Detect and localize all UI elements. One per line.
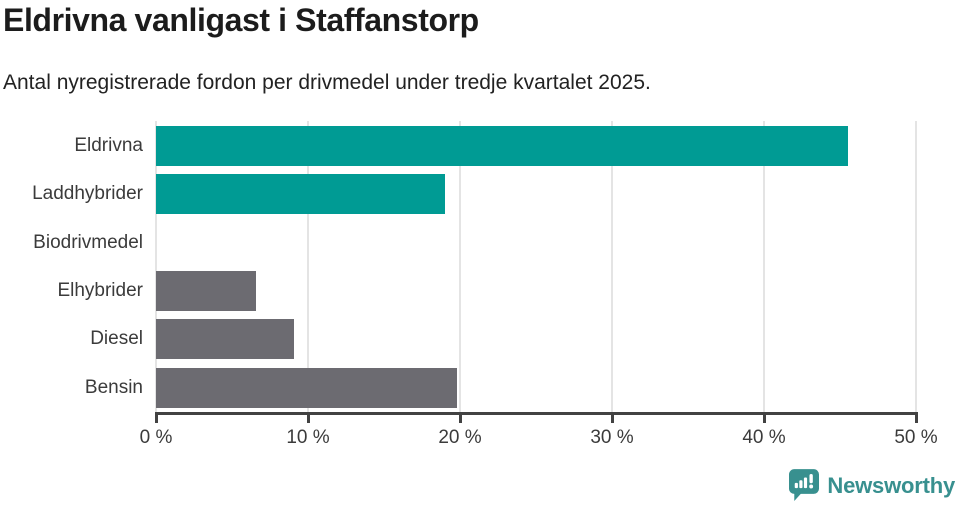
row-label-laddhybrider: Laddhybrider	[32, 183, 143, 205]
x-tick-label-0: 0 %	[139, 427, 173, 448]
bar-eldrivna	[156, 126, 848, 167]
x-tick-50	[915, 412, 918, 423]
row-label-elhybrider: Elhybrider	[57, 280, 143, 302]
gridline-10	[307, 121, 309, 412]
x-tick-label-20: 20 %	[438, 427, 482, 448]
newsworthy-logo-text: Newsworthy	[827, 472, 955, 498]
bar-row-bensin: Bensin	[85, 364, 916, 412]
bar-row-biodrivmedel: Biodrivmedel	[33, 219, 916, 267]
x-tick-40	[763, 412, 766, 423]
gridline-40	[763, 121, 765, 412]
chart-title: Eldrivna vanligast i Staffanstorp	[3, 2, 479, 38]
bar-chart-plot: Eldrivna Laddhybrider Biodrivmedel Elhybrid…	[32, 121, 938, 448]
bar-elhybrider	[156, 271, 257, 312]
newsworthy-logo: Newsworthy	[789, 469, 955, 502]
bar-row-elhybrider: Elhybrider	[57, 267, 916, 315]
bar-row-laddhybrider: Laddhybrider	[32, 170, 916, 218]
x-tick-label-50: 50 %	[894, 427, 938, 448]
gridline-20	[459, 121, 461, 412]
bar-laddhybrider	[156, 174, 445, 215]
x-tick-label-30: 30 %	[590, 427, 634, 448]
row-label-bensin: Bensin	[84, 376, 143, 398]
gridline-30	[611, 121, 613, 412]
gridlines	[155, 121, 917, 412]
gridline-0	[155, 121, 157, 412]
x-tick-0	[155, 412, 158, 423]
row-label-eldrivna: Eldrivna	[74, 135, 143, 157]
x-axis-ticks: 0 % 10 % 20 % 30 % 40 % 50 %	[140, 122, 938, 448]
row-label-diesel: Diesel	[90, 328, 143, 350]
x-tick-10	[307, 412, 310, 423]
x-axis-line	[156, 412, 916, 415]
row-label-biodrivmedel: Biodrivmedel	[33, 231, 143, 253]
x-tick-label-10: 10 %	[286, 427, 330, 448]
bar-bensin	[156, 367, 457, 408]
bar-rows: Eldrivna Laddhybrider Biodrivmedel Elhybrid…	[32, 122, 916, 412]
x-tick-label-40: 40 %	[742, 427, 786, 448]
gridline-50	[915, 121, 917, 412]
bar-row-eldrivna: Eldrivna	[74, 122, 916, 170]
x-tick-30	[611, 412, 614, 423]
chart-subtitle: Antal nyregistrerade fordon per drivmede…	[3, 71, 651, 94]
x-tick-20	[459, 412, 462, 423]
bar-diesel	[156, 319, 295, 360]
newsworthy-logo-icon	[789, 469, 820, 501]
bar-row-diesel: Diesel	[90, 315, 916, 363]
